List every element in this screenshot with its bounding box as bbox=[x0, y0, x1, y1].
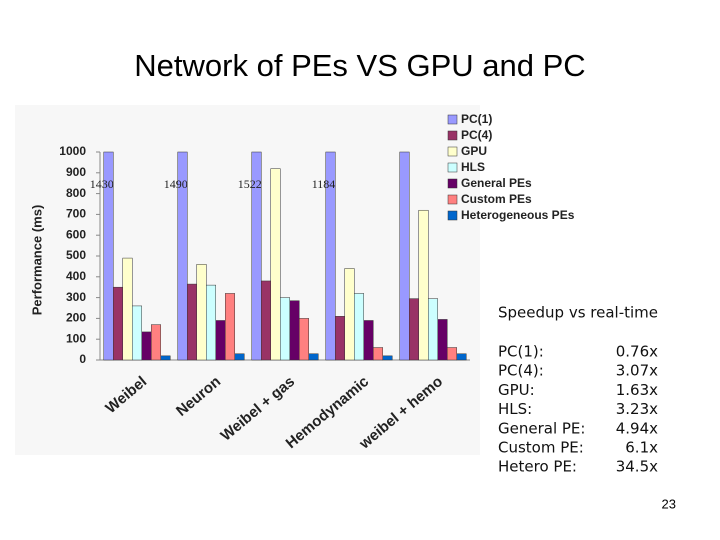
speedup-heading: Speedup vs real-time bbox=[498, 304, 658, 322]
bar bbox=[215, 320, 226, 361]
legend-swatch bbox=[447, 210, 458, 221]
speedup-label: Custom PE: bbox=[498, 439, 584, 457]
speedup-value: 6.1x bbox=[625, 439, 658, 457]
bar bbox=[103, 151, 114, 361]
bar bbox=[251, 151, 262, 361]
speedup-value: 34.5x bbox=[616, 458, 658, 476]
bar bbox=[409, 298, 419, 361]
speedup-label: HLS: bbox=[498, 400, 532, 418]
bar bbox=[428, 298, 438, 361]
speedup-value: 4.94x bbox=[616, 419, 658, 437]
speedup-label: General PE: bbox=[498, 419, 585, 437]
bar bbox=[344, 268, 355, 361]
legend-swatch bbox=[447, 178, 458, 189]
bar bbox=[196, 264, 207, 361]
bar bbox=[206, 284, 216, 361]
bar bbox=[225, 293, 235, 361]
legend-swatch bbox=[447, 130, 458, 141]
y-tick-label: 800 bbox=[66, 186, 86, 200]
legend-label: Custom PEs bbox=[461, 192, 532, 206]
bar bbox=[399, 151, 410, 361]
bar bbox=[270, 168, 281, 361]
speedup-value: 1.63x bbox=[616, 381, 658, 399]
y-tick-label: 100 bbox=[66, 331, 86, 345]
legend-label: General PEs bbox=[461, 176, 532, 190]
legend-swatch bbox=[447, 162, 458, 173]
speedup-label: PC(1): bbox=[498, 343, 544, 361]
bar bbox=[280, 297, 290, 361]
legend-label: GPU bbox=[461, 144, 487, 158]
y-tick-label: 1000 bbox=[59, 144, 86, 158]
value-label: 1184 bbox=[312, 177, 336, 191]
speedup-label: GPU: bbox=[498, 381, 535, 399]
bar bbox=[187, 283, 197, 361]
bar bbox=[373, 347, 383, 361]
legend-label: PC(1) bbox=[461, 112, 492, 126]
legend-label: Heterogeneous PEs bbox=[461, 208, 575, 222]
bar bbox=[418, 209, 429, 361]
legend-label: PC(4) bbox=[461, 128, 492, 142]
page-number: 23 bbox=[662, 496, 676, 511]
speedup-value: 3.07x bbox=[616, 362, 658, 380]
value-label: 1430 bbox=[90, 177, 114, 191]
y-tick-label: 500 bbox=[66, 248, 86, 262]
legend-swatch bbox=[447, 114, 458, 125]
bar bbox=[437, 319, 448, 361]
y-tick-label: 200 bbox=[66, 311, 86, 325]
y-tick-label: 0 bbox=[79, 352, 86, 366]
y-axis-label: Performance (ms) bbox=[29, 205, 44, 316]
bar bbox=[261, 280, 271, 361]
value-label: 1490 bbox=[164, 177, 188, 191]
bar bbox=[363, 320, 374, 361]
bar bbox=[447, 347, 457, 361]
bar bbox=[456, 353, 467, 361]
bar bbox=[289, 300, 300, 361]
bar bbox=[308, 353, 319, 361]
speedup-value: 3.23x bbox=[616, 400, 658, 418]
bar bbox=[354, 293, 364, 361]
y-tick-label: 900 bbox=[66, 165, 86, 179]
bar bbox=[382, 355, 393, 361]
legend-swatch bbox=[447, 194, 458, 205]
bar bbox=[160, 355, 171, 361]
y-tick-label: 700 bbox=[66, 207, 86, 221]
bar bbox=[132, 305, 142, 361]
bar bbox=[141, 331, 152, 361]
chart-title: Network of PEs VS GPU and PC bbox=[134, 48, 585, 83]
bar bbox=[335, 316, 345, 361]
bar bbox=[151, 324, 161, 361]
bar bbox=[177, 151, 188, 361]
speedup-label: PC(4): bbox=[498, 362, 544, 380]
speedup-label: Hetero PE: bbox=[498, 458, 577, 476]
bar bbox=[325, 151, 336, 361]
legend-label: HLS bbox=[461, 160, 485, 174]
y-tick-label: 400 bbox=[66, 269, 86, 283]
speedup-value: 0.76x bbox=[616, 343, 658, 361]
bar bbox=[234, 353, 245, 361]
bar bbox=[113, 286, 123, 361]
y-tick-label: 300 bbox=[66, 290, 86, 304]
bar bbox=[299, 318, 309, 361]
legend-swatch bbox=[447, 146, 458, 157]
value-label: 1522 bbox=[238, 177, 262, 191]
bar bbox=[122, 257, 133, 361]
y-tick-label: 600 bbox=[66, 227, 86, 241]
